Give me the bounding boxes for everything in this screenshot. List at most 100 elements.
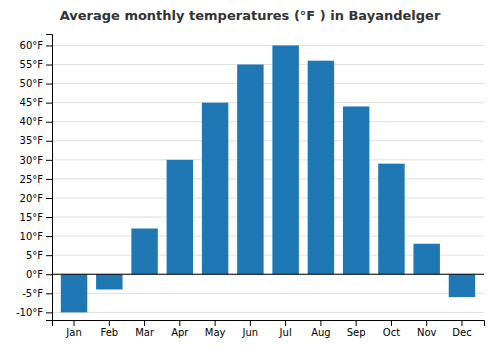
bar [413, 244, 439, 275]
tick-mark [46, 293, 52, 294]
bar [378, 164, 404, 275]
axis-line [53, 321, 485, 327]
tick: Jul [279, 320, 292, 338]
chart: -10°F -5°F 0°F 5°F 10°F 15°F 20°F 25°F 30°F 35°F 4… [0, 0, 500, 350]
grid-line [52, 83, 484, 84]
tick: 0°F [26, 269, 52, 280]
bar [343, 106, 369, 274]
tick: Oct [383, 320, 400, 338]
tick-mark [46, 217, 52, 218]
tick-mark [46, 141, 52, 142]
tick: Nov [417, 320, 437, 338]
tick-mark [356, 320, 357, 326]
grid-line [52, 102, 484, 103]
tick: Sep [347, 320, 366, 338]
bar [308, 61, 334, 275]
bar [202, 103, 228, 275]
grid-line [52, 45, 484, 46]
tick-label: 15°F [20, 212, 44, 223]
tick-mark [46, 198, 52, 199]
tick-label: Oct [383, 327, 400, 338]
tick-label: Jan [65, 327, 81, 338]
tick: 25°F [20, 174, 52, 185]
tick-mark [320, 320, 321, 326]
tick: 50°F [20, 78, 52, 89]
tick: May [205, 320, 226, 338]
tick-label: 10°F [20, 231, 44, 242]
tick: Mar [135, 320, 155, 338]
tick: 45°F [20, 97, 52, 108]
tick-label: Aug [311, 327, 331, 338]
grid-line [52, 178, 484, 179]
tick-mark [144, 320, 145, 326]
tick: 60°F [20, 40, 52, 51]
tick-mark [46, 179, 52, 180]
tick: Jun [242, 320, 259, 338]
grid-line [52, 293, 484, 294]
tick-mark [46, 65, 52, 66]
x-axis: JanFebMarAprMayJunJulAugSepOctNovDec [53, 320, 485, 338]
tick-mark [391, 320, 392, 326]
tick-label: 35°F [20, 135, 44, 146]
tick: Jan [65, 320, 81, 338]
tick: 20°F [20, 193, 52, 204]
tick: 15°F [20, 212, 52, 223]
tick-mark [285, 320, 286, 326]
tick-label: 5°F [26, 250, 43, 261]
bars [61, 45, 475, 312]
bar [237, 65, 263, 275]
tick-label: 30°F [20, 155, 44, 166]
grid-line [52, 197, 484, 198]
tick-label: 50°F [20, 78, 44, 89]
grid-line [52, 159, 484, 160]
tick-label: -5°F [22, 288, 43, 299]
tick-label: May [205, 327, 226, 338]
tick: -10°F [16, 307, 52, 318]
bar [449, 274, 475, 297]
title: Average monthly temperatures (°F ) in Ba… [60, 8, 441, 23]
tick-label: Jun [242, 327, 259, 338]
tick-label: 25°F [20, 174, 44, 185]
tick-label: 60°F [20, 40, 44, 51]
zero-line [52, 274, 484, 275]
grid-line [52, 64, 484, 65]
tick-mark [46, 45, 52, 46]
grid-line [52, 121, 484, 122]
grid-line [52, 140, 484, 141]
y-axis: -10°F -5°F 0°F 5°F 10°F 15°F 20°F 25°F 30°F 35°F 4… [16, 35, 53, 321]
tick: 40°F [20, 116, 52, 127]
tick: -5°F [22, 288, 52, 299]
grid [52, 45, 484, 312]
axis-line [46, 35, 53, 321]
tick-mark [46, 103, 52, 104]
tick: Feb [100, 320, 118, 338]
tick-mark [46, 84, 52, 85]
tick-label: 45°F [20, 97, 44, 108]
tick-label: Jul [279, 327, 292, 338]
tick: 30°F [20, 155, 52, 166]
bar [96, 274, 122, 289]
grid-line [52, 236, 484, 237]
bar [131, 228, 157, 274]
tick-label: 55°F [20, 59, 44, 70]
tick-mark [426, 320, 427, 326]
plot: -10°F -5°F 0°F 5°F 10°F 15°F 20°F 25°F 30°F 35°F 4… [16, 35, 485, 339]
grid-line [52, 217, 484, 218]
tick-label: 40°F [20, 116, 44, 127]
tick-label: Nov [417, 327, 437, 338]
bar [272, 45, 298, 274]
tick-mark [46, 160, 52, 161]
tick-mark [46, 255, 52, 256]
tick-mark [46, 236, 52, 237]
tick-mark [46, 274, 52, 275]
tick-label: Mar [135, 327, 155, 338]
bar [167, 160, 193, 274]
tick: Aug [311, 320, 331, 338]
tick-label: 0°F [26, 269, 43, 280]
tick: 35°F [20, 135, 52, 146]
bar [61, 274, 87, 312]
tick-label: Sep [347, 327, 366, 338]
tick: Apr [171, 320, 189, 338]
tick-label: 20°F [20, 193, 44, 204]
tick-mark [215, 320, 216, 326]
